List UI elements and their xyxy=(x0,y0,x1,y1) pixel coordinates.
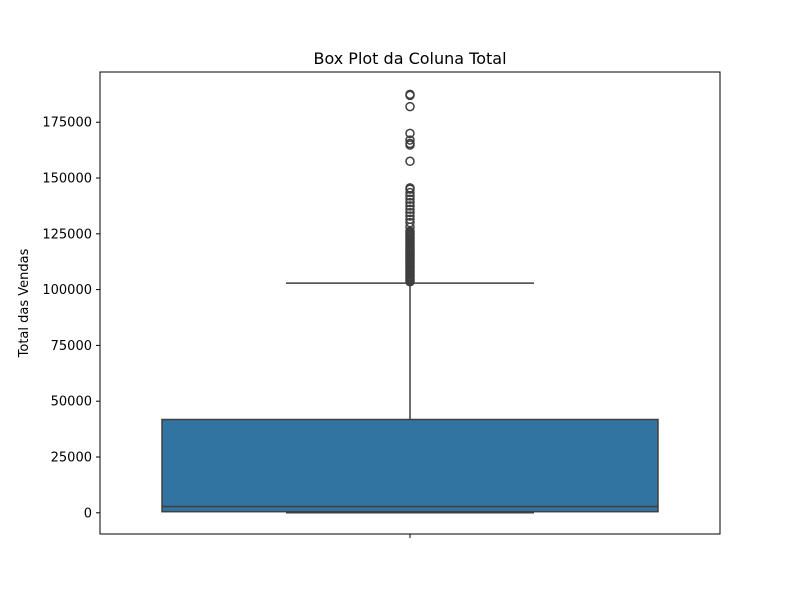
y-tick-label: 150000 xyxy=(42,172,92,187)
outlier-point xyxy=(405,204,415,215)
outlier-point xyxy=(405,101,415,112)
outlier-point xyxy=(405,135,415,145)
y-tick-label: 50000 xyxy=(51,395,92,410)
y-tick-label: 75000 xyxy=(51,339,92,354)
outlier-point xyxy=(405,207,415,218)
outlier-point xyxy=(405,156,415,167)
outlier-point xyxy=(405,211,415,221)
outlier-point xyxy=(405,187,415,198)
outlier-point xyxy=(405,183,415,193)
y-tick-label: 175000 xyxy=(42,116,92,131)
chart-title: Box Plot da Coluna Total xyxy=(313,49,506,68)
outlier-point xyxy=(405,89,415,100)
y-tick-label: 125000 xyxy=(42,227,92,242)
axes: 0 25000 50000 75000 100000 125000 150000 175000 xyxy=(42,71,721,538)
y-tick-label: 100000 xyxy=(42,283,92,298)
outlier-point xyxy=(405,138,415,149)
y-axis-label: Total das Vendas xyxy=(17,248,32,358)
outlier-point xyxy=(405,128,415,139)
outlier-point xyxy=(405,197,415,208)
outlier-point xyxy=(405,201,415,211)
outlier-point xyxy=(405,194,415,204)
y-tick-label: 25000 xyxy=(51,451,92,466)
plot-marks xyxy=(161,89,659,514)
outlier-point xyxy=(405,217,415,228)
y-tick-label: 0 xyxy=(84,506,92,521)
outlier-point xyxy=(405,214,415,225)
box-iqr xyxy=(161,418,659,513)
